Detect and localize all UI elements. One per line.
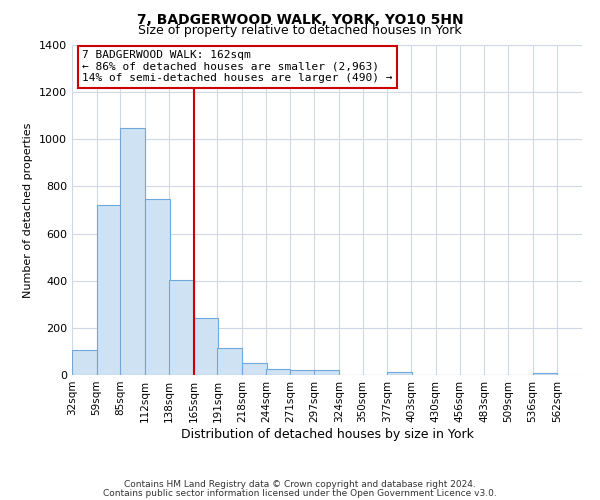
Text: 7, BADGERWOOD WALK, YORK, YO10 5HN: 7, BADGERWOOD WALK, YORK, YO10 5HN — [137, 12, 463, 26]
Bar — [290, 370, 315, 375]
Bar — [314, 370, 339, 375]
Bar — [217, 348, 242, 375]
Bar — [145, 198, 170, 375]
Text: Size of property relative to detached houses in York: Size of property relative to detached ho… — [138, 24, 462, 37]
Text: 7 BADGERWOOD WALK: 162sqm
← 86% of detached houses are smaller (2,963)
14% of se: 7 BADGERWOOD WALK: 162sqm ← 86% of detac… — [82, 50, 392, 83]
Text: Contains HM Land Registry data © Crown copyright and database right 2024.: Contains HM Land Registry data © Crown c… — [124, 480, 476, 489]
X-axis label: Distribution of detached houses by size in York: Distribution of detached houses by size … — [181, 428, 473, 440]
Bar — [121, 128, 145, 375]
Bar — [194, 318, 218, 375]
Bar — [169, 280, 194, 375]
Bar — [388, 372, 412, 375]
Bar — [533, 373, 557, 375]
Bar — [266, 368, 290, 375]
Bar — [72, 350, 97, 375]
Y-axis label: Number of detached properties: Number of detached properties — [23, 122, 34, 298]
Bar — [242, 363, 266, 375]
Text: Contains public sector information licensed under the Open Government Licence v3: Contains public sector information licen… — [103, 488, 497, 498]
Bar — [97, 206, 121, 375]
